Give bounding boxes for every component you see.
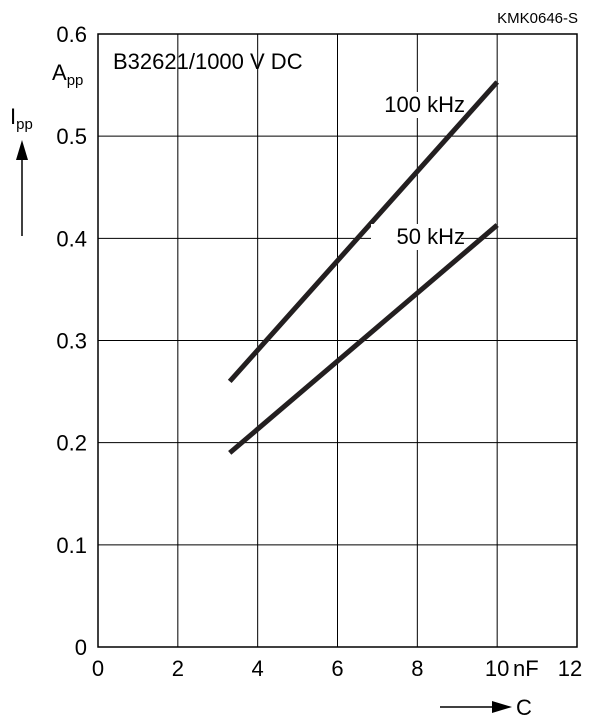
- x-axis-arrow: [440, 701, 512, 713]
- series-label-background: [371, 224, 461, 250]
- series-label-background: [371, 92, 461, 118]
- y-axis-arrow: [16, 140, 28, 236]
- y-unit-base: A: [52, 60, 67, 85]
- y-unit-sub: pp: [67, 72, 84, 89]
- x-tick-label: 8: [411, 656, 423, 681]
- x-tick-label: 0: [92, 656, 104, 681]
- plot-frame: [97, 33, 578, 648]
- y-tick-label: 0: [75, 635, 87, 660]
- series-label: 100 kHz: [384, 92, 465, 117]
- figure-code: KMK0646-S: [497, 10, 578, 27]
- series-label: 50 kHz: [397, 224, 465, 249]
- x-tick-label: 6: [331, 656, 343, 681]
- x-tick-label: 12: [558, 656, 582, 681]
- y-tick-label: 0.1: [56, 533, 87, 558]
- x-tick-label: 2: [172, 656, 184, 681]
- y-axis-unit: App: [52, 60, 83, 89]
- x-tick-label: 10: [485, 656, 509, 681]
- series-line: [227, 80, 500, 384]
- y-tick-label: 0.4: [56, 226, 87, 251]
- y-tick-label: 0.5: [56, 124, 87, 149]
- x-axis-symbol: C: [516, 695, 532, 720]
- chart-annotation: B32621/1000 V DC: [113, 49, 303, 74]
- series-group: 100 kHz 50 kHz: [227, 80, 500, 455]
- y-tick-label: 0.3: [56, 329, 87, 354]
- grid: [98, 34, 577, 647]
- y-symbol-sub: pp: [16, 116, 33, 133]
- y-tick-label: 0.2: [56, 431, 87, 456]
- x-tick-label: 4: [252, 656, 264, 681]
- series-line: [228, 223, 499, 455]
- y-axis-symbol: Ipp: [10, 104, 33, 133]
- y-tick-label: 0.6: [56, 22, 87, 47]
- x-axis-unit: nF: [513, 656, 539, 681]
- y-symbol-base: I: [10, 104, 16, 129]
- tick-labels: 0 2 4 6 8 10 12 0 0.1 0.2 0.3 0.4 0.5 0.6: [56, 22, 582, 681]
